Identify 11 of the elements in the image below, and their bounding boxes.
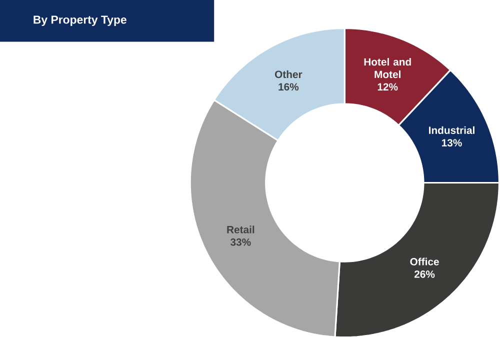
- slice-label: Other: [274, 70, 302, 78]
- slice-label: Office: [410, 258, 439, 266]
- data-label: 12%: [378, 83, 398, 91]
- text: By Property Type: [34, 16, 126, 26]
- data-label: 26%: [414, 270, 435, 278]
- data-label: 13%: [442, 139, 462, 146]
- data-label: 33%: [230, 238, 251, 246]
- slice-label: Industrial: [429, 126, 474, 134]
- slice-label: Hotel and Motel: [364, 58, 411, 78]
- slice-label: Retail: [227, 226, 254, 234]
- data-label: 16%: [278, 83, 299, 91]
